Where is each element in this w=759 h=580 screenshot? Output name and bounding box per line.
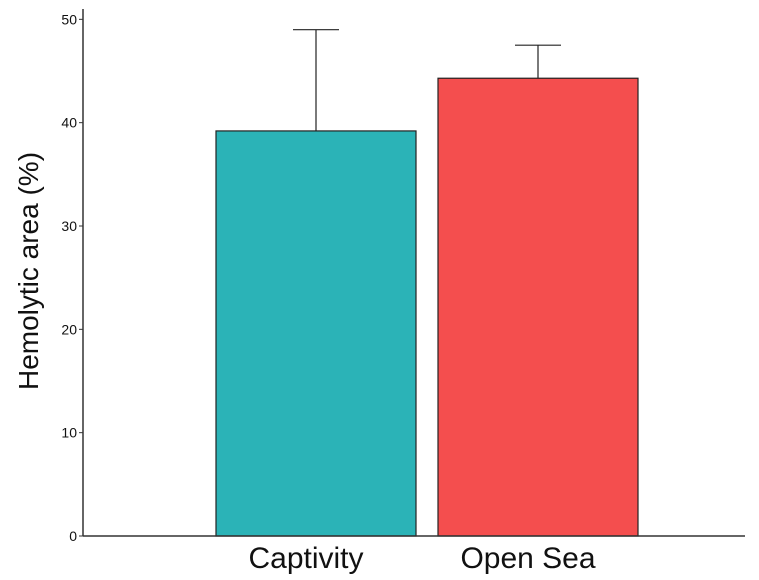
y-axis: 0 10 20 30 40 50 <box>61 9 84 544</box>
x-axis: Captivity Open Sea <box>83 535 745 575</box>
y-axis-label: Hemolytic area (%) <box>13 152 44 390</box>
bar-open-sea <box>437 77 639 537</box>
y-tick-label: 10 <box>61 425 77 441</box>
bars <box>215 77 639 537</box>
x-category-label: Captivity <box>248 542 363 575</box>
y-tick-label: 40 <box>61 115 77 131</box>
error-bars <box>293 29 561 131</box>
y-tick-label: 0 <box>69 528 77 544</box>
y-tick-label: 20 <box>61 321 77 337</box>
y-tick-label: 30 <box>61 218 77 234</box>
y-tick-label: 50 <box>61 11 77 27</box>
bar-captivity <box>215 130 417 537</box>
x-category-label: Open Sea <box>460 542 595 575</box>
